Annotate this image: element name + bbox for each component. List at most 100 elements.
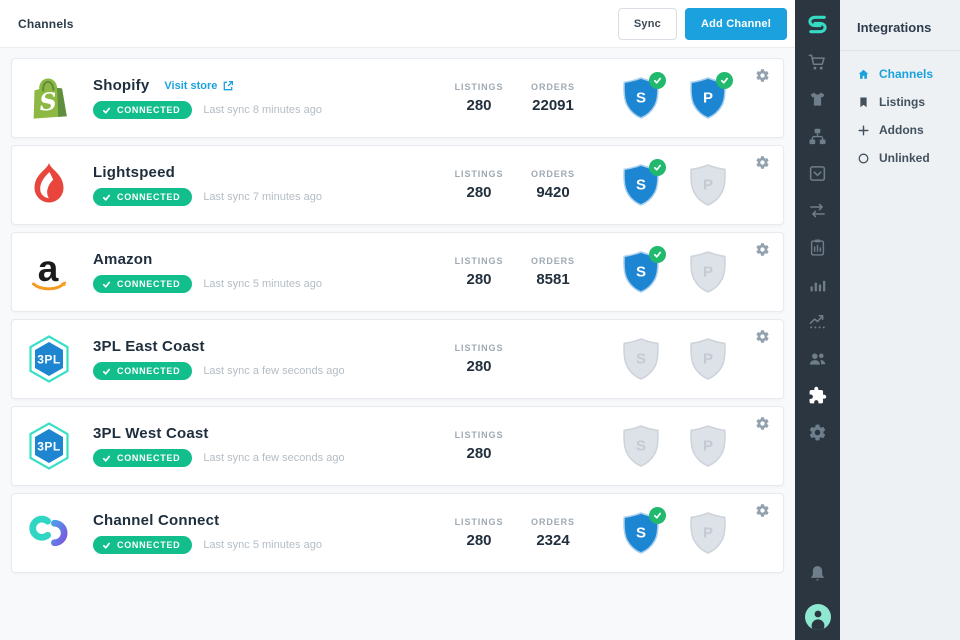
- status-label: CONNECTED: [117, 366, 181, 376]
- channel-list: S Shopify Visit store CONNECTED: [0, 48, 795, 640]
- listings-label: LISTINGS: [454, 343, 504, 353]
- orders-label: ORDERS: [531, 169, 575, 179]
- menu-item-unlinked[interactable]: Unlinked: [857, 151, 960, 165]
- threepl-logo-text: 3PL: [37, 353, 61, 367]
- check-badge-icon: [716, 72, 733, 89]
- status-badge: CONNECTED: [93, 449, 193, 467]
- main-area: Channels Sync Add Channel S S: [0, 7, 795, 640]
- channel-settings-gear-icon[interactable]: [755, 68, 770, 83]
- menu-label: Addons: [879, 123, 924, 137]
- shield-letter-p: P: [703, 264, 713, 281]
- shield-letter-p: P: [703, 177, 713, 194]
- status-label: CONNECTED: [117, 192, 181, 202]
- channel-name: 3PL East Coast: [93, 338, 205, 355]
- sitemap-icon[interactable]: [808, 127, 827, 146]
- header-actions: Sync Add Channel: [617, 7, 787, 40]
- page-title: Channels: [18, 16, 74, 31]
- threepl-logo: 3PL: [26, 335, 72, 383]
- amazon-logo-letter: a: [38, 248, 59, 289]
- plus-icon: [858, 124, 869, 136]
- puzzle-icon[interactable]: [808, 386, 827, 405]
- channel-name: 3PL West Coast: [93, 425, 209, 442]
- trend-chart-icon[interactable]: [808, 312, 827, 331]
- inbox-icon[interactable]: [808, 164, 827, 183]
- listings-value: 280: [466, 445, 492, 462]
- channel-name: Channel Connect: [93, 512, 220, 529]
- status-badge: CONNECTED: [93, 362, 193, 380]
- s-sync-shield: S: [622, 159, 666, 207]
- last-sync-text: Last sync a few seconds ago: [203, 365, 345, 377]
- channel-settings-gear-icon[interactable]: [755, 329, 770, 344]
- channel-settings-gear-icon[interactable]: [755, 503, 770, 518]
- s-sync-shield: S: [622, 424, 660, 468]
- shopify-logo-letter: S: [38, 86, 57, 116]
- listings-stat: LISTINGS 280: [442, 430, 516, 462]
- shield-letter-s: S: [636, 90, 646, 107]
- sync-arrows-icon[interactable]: [808, 201, 827, 220]
- orders-label: ORDERS: [531, 82, 575, 92]
- add-channel-button[interactable]: Add Channel: [684, 7, 787, 40]
- status-badge: CONNECTED: [93, 188, 193, 206]
- shield-letter-s: S: [636, 438, 646, 455]
- shirt-icon[interactable]: [808, 90, 827, 109]
- gear-icon[interactable]: [808, 423, 827, 442]
- shield-letter-p: P: [703, 438, 713, 455]
- s-sync-shield: S: [622, 246, 666, 294]
- menu-item-listings[interactable]: Listings: [857, 95, 960, 109]
- channel-settings-gear-icon[interactable]: [755, 416, 770, 431]
- menu-label: Unlinked: [879, 151, 930, 165]
- users-icon[interactable]: [808, 349, 827, 368]
- status-label: CONNECTED: [117, 105, 181, 115]
- shopify-logo: S: [26, 74, 72, 122]
- listings-label: LISTINGS: [454, 169, 504, 179]
- menu-item-addons[interactable]: Addons: [857, 123, 960, 137]
- channel-settings-gear-icon[interactable]: [755, 155, 770, 170]
- p-sync-shield: P: [689, 72, 733, 120]
- visit-store-label: Visit store: [164, 79, 218, 92]
- cart-icon[interactable]: [808, 53, 827, 72]
- last-sync-text: Last sync 8 minutes ago: [203, 104, 322, 116]
- p-sync-shield: P: [689, 511, 727, 555]
- check-icon: [102, 281, 111, 288]
- status-label: CONNECTED: [117, 540, 181, 550]
- last-sync-text: Last sync 5 minutes ago: [203, 278, 322, 290]
- p-sync-shield: P: [689, 424, 727, 468]
- external-link-icon: [224, 80, 234, 90]
- check-icon: [102, 194, 111, 201]
- bar-chart-icon[interactable]: [808, 275, 827, 294]
- menu-label: Channels: [879, 67, 934, 81]
- p-sync-shield: P: [689, 163, 727, 207]
- channel-connect-logo: [26, 509, 72, 557]
- status-label: CONNECTED: [117, 453, 181, 463]
- listings-value: 280: [466, 358, 492, 375]
- channel-card-lightspeed: Lightspeed CONNECTED Last sync 7 minutes…: [11, 145, 784, 225]
- channel-card-3pl-east: 3PL 3PL East Coast CONNECTED Last sync a…: [11, 319, 784, 399]
- orders-stat: ORDERS 9420: [516, 169, 590, 201]
- visit-store-link[interactable]: Visit store: [164, 80, 234, 92]
- p-sync-shield: P: [689, 337, 727, 381]
- divider: [840, 50, 960, 51]
- p-sync-shield: P: [689, 250, 727, 294]
- shield-letter-p: P: [703, 525, 713, 542]
- user-avatar[interactable]: [804, 604, 831, 630]
- bell-icon[interactable]: [808, 564, 827, 583]
- channel-settings-gear-icon[interactable]: [755, 242, 770, 257]
- channel-card-channel-connect: Channel Connect CONNECTED Last sync 5 mi…: [11, 493, 784, 573]
- threepl-logo: 3PL: [26, 422, 72, 470]
- clipboard-icon[interactable]: [808, 238, 827, 257]
- listings-value: 280: [466, 184, 492, 201]
- s-sync-shield: S: [622, 337, 660, 381]
- channel-name: Shopify: [93, 77, 150, 94]
- sync-button[interactable]: Sync: [617, 7, 677, 40]
- listings-label: LISTINGS: [454, 517, 504, 527]
- brand-logo[interactable]: [804, 11, 831, 38]
- listings-value: 280: [466, 97, 492, 114]
- orders-value: 2324: [536, 532, 570, 549]
- check-badge-icon: [649, 507, 666, 524]
- check-badge-icon: [649, 246, 666, 263]
- check-icon: [102, 368, 111, 375]
- last-sync-text: Last sync 5 minutes ago: [203, 539, 322, 551]
- menu-item-channels[interactable]: Channels: [857, 67, 960, 81]
- orders-label: ORDERS: [531, 517, 575, 527]
- check-badge-icon: [649, 72, 666, 89]
